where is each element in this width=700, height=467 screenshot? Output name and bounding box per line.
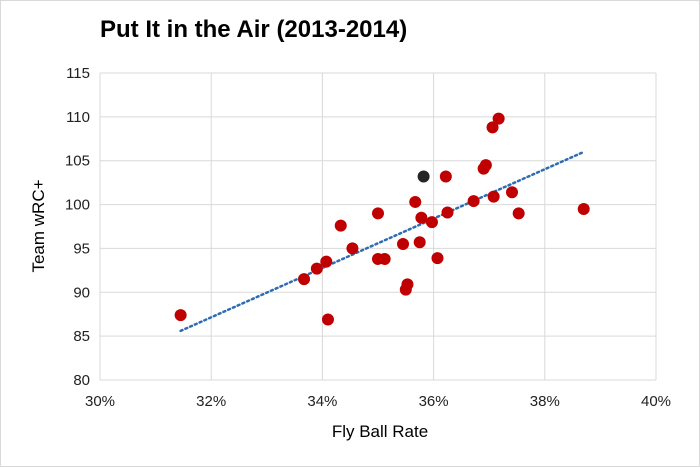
y-tick-label: 90 bbox=[73, 284, 90, 301]
chart-title: Put It in the Air (2013-2014) bbox=[100, 16, 408, 43]
x-tick-label: 34% bbox=[307, 393, 337, 410]
data-point bbox=[512, 207, 525, 220]
data-point bbox=[417, 170, 430, 183]
data-point bbox=[479, 159, 492, 172]
data-point bbox=[577, 202, 590, 215]
data-point bbox=[378, 252, 391, 265]
y-tick-label: 105 bbox=[65, 153, 90, 170]
x-tick-label: 38% bbox=[530, 393, 560, 410]
y-tick-label: 95 bbox=[73, 240, 90, 257]
trendline bbox=[179, 150, 585, 333]
data-point bbox=[486, 121, 499, 134]
data-point bbox=[492, 112, 505, 125]
gridlines bbox=[99, 72, 657, 381]
data-point bbox=[409, 195, 422, 208]
y-tick-label: 100 bbox=[65, 197, 90, 214]
data-point bbox=[401, 278, 414, 291]
data-points bbox=[174, 112, 590, 326]
data-point bbox=[425, 216, 438, 229]
data-point bbox=[397, 238, 410, 251]
trendline-group bbox=[179, 150, 585, 333]
y-tick-label: 80 bbox=[73, 372, 90, 389]
x-tick-label: 40% bbox=[641, 393, 671, 410]
data-point bbox=[320, 255, 333, 268]
data-point bbox=[174, 309, 187, 322]
x-tick-label: 36% bbox=[419, 393, 449, 410]
data-point bbox=[415, 211, 428, 224]
x-tick-label: 32% bbox=[196, 393, 226, 410]
data-point bbox=[310, 262, 323, 275]
y-tick-label: 110 bbox=[66, 109, 90, 126]
x-axis-label: Fly Ball Rate bbox=[332, 422, 428, 441]
data-point bbox=[346, 242, 359, 255]
data-point bbox=[334, 219, 347, 232]
data-point bbox=[413, 236, 426, 249]
y-tick-label: 115 bbox=[66, 65, 90, 82]
data-point bbox=[321, 313, 334, 326]
x-tick-label: 30% bbox=[85, 393, 115, 410]
data-point bbox=[505, 186, 518, 199]
data-point bbox=[298, 273, 311, 286]
y-tick-label: 85 bbox=[73, 328, 90, 345]
y-axis-label: Team wRC+ bbox=[29, 179, 48, 272]
data-point bbox=[439, 170, 452, 183]
data-point bbox=[467, 195, 480, 208]
data-point bbox=[372, 207, 384, 220]
tick-labels: 80 85 90 95 100 105 110 115 30% 32% 34% 36% 38% 40% bbox=[65, 65, 671, 410]
data-point bbox=[441, 206, 454, 219]
data-point bbox=[431, 252, 444, 265]
data-point bbox=[487, 190, 500, 203]
